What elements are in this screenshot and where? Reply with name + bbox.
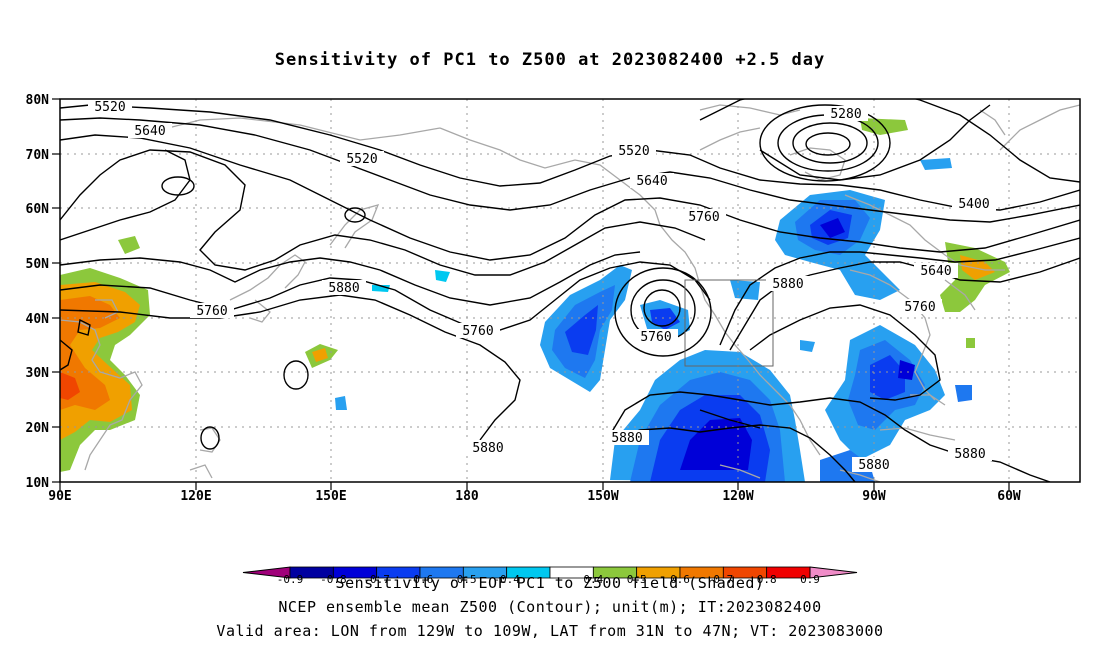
lon-axis: 90E 120E 150E 180 150W 120W 90W 60W <box>48 489 1021 504</box>
contour-label: 5760 <box>640 330 671 345</box>
colorbar-label: -0.9 <box>277 573 304 586</box>
lat-tick-label: 40N <box>26 312 50 327</box>
contour-label: 5760 <box>196 304 227 319</box>
contour-label: 5880 <box>328 281 359 296</box>
contour-label: 5520 <box>346 152 377 167</box>
colorbar-label: 0.5 <box>627 573 647 586</box>
colorbar-label: -0.8 <box>320 573 347 586</box>
contour-label: 5880 <box>472 441 503 456</box>
caption-line-2: NCEP ensemble mean Z500 (Contour); unit(… <box>278 598 822 616</box>
contour-label: 5640 <box>636 174 667 189</box>
lat-tick-label: 70N <box>26 148 50 163</box>
colorbar-label: -0.5 <box>450 573 477 586</box>
colorbar-high-triangle <box>809 566 858 579</box>
lat-tick-label: 50N <box>26 257 50 272</box>
lat-axis: 80N 70N 60N 50N 40N 30N 20N 10N <box>26 93 50 491</box>
z500-contours <box>60 99 1080 482</box>
caption-line-1: Sensitivity of EOF PC1 to Z500 field (Sh… <box>335 574 765 592</box>
lat-tick-label: 20N <box>26 421 50 436</box>
contour-label: 5760 <box>462 324 493 339</box>
colorbar-label: -0.4 <box>493 573 520 586</box>
contour-label: 5520 <box>618 144 649 159</box>
colorbar-label: 0.4 <box>583 573 603 586</box>
contour-label: 5640 <box>920 264 951 279</box>
contour-label: 5280 <box>830 107 861 122</box>
lon-tick-label: 120W <box>722 489 753 504</box>
lon-tick-label: 150E <box>315 489 346 504</box>
colorbar-label: 0.8 <box>757 573 777 586</box>
lon-tick-label: 90E <box>48 489 71 504</box>
contour-label: 5880 <box>858 458 889 473</box>
colorbar-label: -0.6 <box>407 573 434 586</box>
lon-tick-label: 180 <box>455 489 479 504</box>
contour-label: 5880 <box>772 277 803 292</box>
lon-tick-label: 60W <box>997 489 1021 504</box>
shaded-sensitivity <box>60 118 1010 482</box>
contour-label: 5760 <box>688 210 719 225</box>
contour-label-group: 5520 5640 5520 5520 5640 5760 5280 5400 … <box>88 99 996 473</box>
colorbar-label: 0.6 <box>670 573 690 586</box>
lon-tick-label: 150W <box>587 489 618 504</box>
contour-label: 5520 <box>94 100 125 115</box>
lon-tick-label: 120E <box>180 489 211 504</box>
contour-label: 5880 <box>611 431 642 446</box>
contour-label: 5400 <box>958 197 989 212</box>
contour-label: 5880 <box>954 447 985 462</box>
map-title: Sensitivity of PC1 to Z500 at 2023082400… <box>274 50 826 70</box>
colorbar-label: -0.7 <box>363 573 390 586</box>
lat-tick-label: 60N <box>26 202 50 217</box>
colorbar: -0.9 -0.8 -0.7 -0.6 -0.5 -0.4 0.4 0.5 0.6 0.7 0.8 0… <box>242 566 858 586</box>
colorbar-label: 0.9 <box>800 573 820 586</box>
lat-tick-label: 30N <box>26 366 50 381</box>
valid-area-box <box>684 279 774 367</box>
contour-label: 5760 <box>904 300 935 315</box>
lat-tick-label: 10N <box>26 476 50 491</box>
lat-tick-label: 80N <box>26 93 50 108</box>
colorbar-label: 0.7 <box>713 573 733 586</box>
coastlines <box>60 104 1080 482</box>
caption-line-3: Valid area: LON from 129W to 109W, LAT f… <box>216 622 884 640</box>
contour-label: 5640 <box>134 124 165 139</box>
lon-tick-label: 90W <box>862 489 886 504</box>
